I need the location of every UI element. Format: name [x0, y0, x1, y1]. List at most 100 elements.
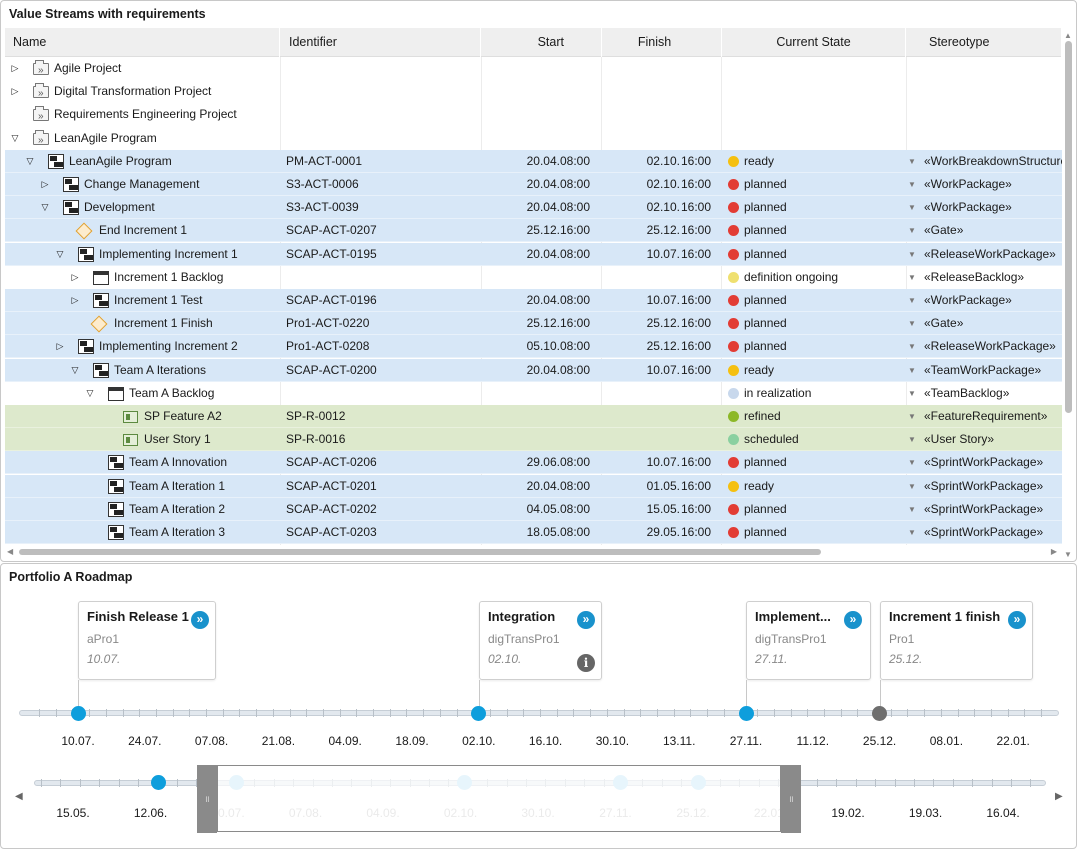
column-header-name[interactable]: Name — [5, 28, 280, 57]
expand-toggle-icon[interactable]: ▷ — [11, 63, 19, 73]
table-row[interactable]: Requirements Engineering Project — [5, 103, 1062, 128]
overview-range-window[interactable] — [217, 765, 781, 832]
chevron-down-icon[interactable]: ▼ — [908, 365, 916, 375]
table-row[interactable]: Team A Iteration 3 SCAP-ACT-0203 18.05. 08:… — [5, 521, 1062, 544]
table-row[interactable]: ▽ LeanAgile Program PM-ACT-0001 20.04. 08:00… — [5, 149, 1062, 173]
milestone-card[interactable]: Integration » digTransPro1 02.10. i — [479, 601, 602, 680]
navigate-icon[interactable]: » — [1008, 611, 1026, 629]
chevron-down-icon[interactable]: ▼ — [908, 249, 916, 259]
row-state: planned — [744, 293, 787, 307]
chevron-down-icon[interactable]: ▼ — [908, 156, 916, 166]
table-row[interactable]: ▷ Increment 1 Backlog definition ongoing ▼ «… — [5, 266, 1062, 289]
table-row[interactable]: Team A Iteration 2 SCAP-ACT-0202 04.05. 08:… — [5, 497, 1062, 521]
table-row[interactable]: Increment 1 Finish Pro1-ACT-0220 25.12. 16:… — [5, 312, 1062, 336]
info-icon[interactable]: i — [577, 654, 595, 672]
collapse-toggle-icon[interactable]: ▽ — [56, 248, 64, 259]
timeline-tick — [439, 709, 441, 717]
row-start-date — [482, 266, 560, 289]
chevron-down-icon[interactable]: ▼ — [908, 226, 916, 236]
table-row[interactable]: ▷ Digital Transformation Project — [5, 80, 1062, 105]
milestone-marker[interactable] — [872, 706, 888, 721]
milestone-card[interactable]: Increment 1 finish » Pro1 25.12. — [880, 601, 1033, 680]
chevron-down-icon[interactable]: ▼ — [908, 203, 916, 213]
collapse-toggle-icon[interactable]: ▽ — [86, 387, 94, 398]
timeline-tick — [289, 709, 291, 717]
table-row[interactable]: ▽ Team A Iterations SCAP-ACT-0200 20.04. 08:… — [5, 358, 1062, 382]
table-row[interactable]: ▽ Development S3-ACT-0039 20.04. 08:00 02.10.… — [5, 196, 1062, 220]
range-handle-left[interactable]: ॥ — [197, 765, 217, 833]
folder-icon — [33, 129, 49, 152]
state-indicator-icon — [728, 318, 739, 330]
vertical-scrollbar[interactable]: ▲ ▼ — [1062, 31, 1074, 559]
table-row[interactable]: ▷ Increment 1 Test SCAP-ACT-0196 20.04. 08:0… — [5, 289, 1062, 312]
chevron-down-icon[interactable]: ▼ — [908, 296, 916, 305]
row-start-date: 20.04. — [526, 293, 560, 307]
horizontal-scrollbar[interactable]: ◀ ▶ — [5, 545, 1061, 559]
column-header-finish[interactable]: Finish — [602, 28, 722, 57]
collapse-toggle-icon[interactable]: ▽ — [41, 202, 49, 213]
row-start-time: 08:00 — [560, 293, 590, 307]
collapse-toggle-icon[interactable]: ▽ — [26, 155, 34, 166]
row-state: planned — [744, 501, 787, 516]
milestone-card[interactable]: Implement... » digTransPro1 27.11. — [746, 601, 871, 680]
milestone-marker[interactable] — [738, 706, 754, 721]
chevron-down-icon[interactable]: ▼ — [908, 435, 916, 445]
navigate-icon[interactable]: » — [191, 611, 209, 629]
navigate-icon[interactable]: » — [577, 611, 595, 629]
expand-toggle-icon[interactable]: ▷ — [71, 295, 79, 305]
scroll-right-arrow-icon[interactable]: ▶ — [1055, 791, 1063, 802]
table-row[interactable]: ▽ Team A Backlog in realization ▼ «TeamBackl… — [5, 382, 1062, 405]
table-row[interactable]: Team A Innovation SCAP-ACT-0206 29.06. 08:0… — [5, 451, 1062, 475]
chevron-down-icon[interactable]: ▼ — [908, 481, 916, 491]
wbs-icon — [93, 362, 109, 378]
scroll-left-arrow-icon[interactable]: ◀ — [15, 791, 23, 802]
milestone-marker[interactable] — [70, 706, 86, 721]
table-row[interactable]: ▽ LeanAgile Program — [5, 127, 1062, 152]
chevron-down-icon[interactable]: ▼ — [908, 504, 916, 514]
column-header-stereotype[interactable]: Stereotype — [907, 28, 1062, 57]
collapse-toggle-icon[interactable]: ▽ — [11, 132, 19, 143]
table-row[interactable]: User Story 1 SP-R-0016 scheduled ▼ «User Sto… — [5, 428, 1062, 452]
expand-toggle-icon[interactable]: ▷ — [56, 341, 64, 352]
table-row[interactable]: ▽ Implementing Increment 1 SCAP-ACT-0195 20… — [5, 242, 1062, 266]
timeline-track[interactable] — [19, 710, 1059, 716]
column-header-identifier[interactable]: Identifier — [281, 28, 481, 57]
row-identifier: SP-R-0016 — [286, 432, 346, 447]
table-row[interactable]: SP Feature A2 SP-R-0012 refined ▼ «FeatureRe… — [5, 405, 1062, 428]
chevron-down-icon[interactable]: ▼ — [908, 272, 916, 282]
timeline-tick — [573, 709, 575, 717]
milestone-connector — [479, 680, 480, 710]
column-header-start[interactable]: Start — [482, 28, 602, 57]
table-row[interactable]: ▷ Change Management S3-ACT-0006 20.04. 08:00… — [5, 173, 1062, 196]
expand-toggle-icon[interactable]: ▷ — [11, 86, 19, 97]
chevron-down-icon[interactable]: ▼ — [908, 342, 916, 352]
range-handle-right[interactable]: ॥ — [781, 765, 801, 833]
navigate-icon[interactable]: » — [844, 611, 862, 629]
chevron-down-icon[interactable]: ▼ — [908, 319, 916, 329]
chevron-down-icon[interactable]: ▼ — [908, 458, 916, 468]
table-row[interactable]: Team A Iteration 1 SCAP-ACT-0201 20.04. 08:… — [5, 474, 1062, 498]
scroll-down-arrow-icon[interactable]: ▼ — [1064, 550, 1072, 559]
milestone-card[interactable]: Finish Release 1 » aPro1 10.07. — [78, 601, 216, 680]
timeline-tick — [790, 709, 792, 717]
chevron-down-icon[interactable]: ▼ — [908, 180, 916, 189]
scroll-left-arrow-icon[interactable]: ◀ — [7, 547, 14, 556]
row-name: Digital Transformation Project — [54, 84, 212, 99]
scroll-up-arrow-icon[interactable]: ▲ — [1064, 31, 1072, 40]
chevron-down-icon[interactable]: ▼ — [908, 528, 916, 537]
row-finish-time: 16:00 — [680, 293, 711, 307]
table-row[interactable]: ▷ Implementing Increment 2 Pro1-ACT-0208 05… — [5, 335, 1062, 359]
chevron-down-icon[interactable]: ▼ — [908, 388, 916, 398]
table-row[interactable]: ▷ Agile Project — [5, 57, 1062, 82]
milestone-connector — [746, 680, 747, 710]
scroll-right-arrow-icon[interactable]: ▶ — [1050, 547, 1057, 556]
column-header-current-state[interactable]: Current State — [722, 28, 906, 57]
milestone-marker[interactable] — [471, 706, 487, 721]
table-row[interactable]: End Increment 1 SCAP-ACT-0207 25.12. 16:00 2… — [5, 219, 1062, 243]
chevron-down-icon[interactable]: ▼ — [908, 412, 916, 421]
vertical-scroll-thumb[interactable] — [1065, 41, 1072, 413]
expand-toggle-icon[interactable]: ▷ — [41, 179, 49, 189]
expand-toggle-icon[interactable]: ▷ — [71, 271, 79, 282]
collapse-toggle-icon[interactable]: ▽ — [71, 364, 79, 375]
horizontal-scroll-thumb[interactable] — [19, 549, 821, 555]
